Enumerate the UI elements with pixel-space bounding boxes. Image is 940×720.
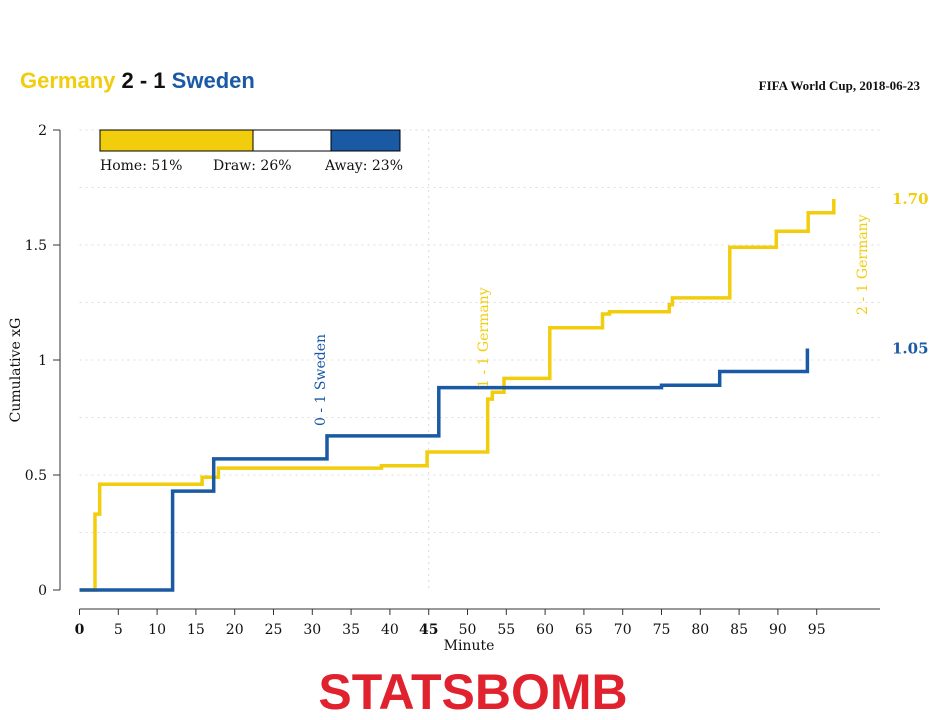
- x-tick-label: 85: [730, 622, 748, 638]
- y-tick-label: 0.5: [25, 468, 47, 484]
- x-axis-label: Minute: [444, 638, 495, 654]
- x-tick-label: 65: [575, 622, 593, 638]
- statsbomb-logo: STATSBOMB: [318, 664, 627, 720]
- x-tick-label: 35: [342, 622, 360, 638]
- x-tick-label: 70: [614, 622, 632, 638]
- series-line-sweden: [79, 348, 810, 592]
- series-line-germany: [79, 199, 836, 592]
- win-probability-bar: Home: 51% Draw: 26% Away: 23%: [99, 129, 403, 174]
- prob-away-label: Away: 23%: [324, 158, 403, 174]
- x-tick-label: 25: [265, 622, 283, 638]
- x-tick-label: 55: [497, 622, 515, 638]
- x-tick-label: 30: [303, 622, 321, 638]
- y-axis-label: Cumulative xG: [8, 318, 24, 423]
- x-tick-label: 40: [381, 622, 399, 638]
- final-xg-label-sweden: 1.05: [892, 340, 929, 358]
- goal-annotations: 0 - 1 Sweden 1 - 1 Germany 2 - 1 Germany: [313, 214, 871, 426]
- x-tick-label: 20: [226, 622, 244, 638]
- y-tick-label: 0: [38, 583, 47, 599]
- x-tick-label: 15: [187, 622, 205, 638]
- logo-text: STATSBOMB: [318, 664, 627, 720]
- x-tick-label: 0: [75, 622, 85, 638]
- x-tick-label: 90: [769, 622, 787, 638]
- x-tick-label: 50: [459, 622, 477, 638]
- x-tick-label: 80: [691, 622, 709, 638]
- y-tick-label: 2: [38, 123, 47, 139]
- prob-bar-away: [330, 129, 401, 152]
- y-tick-label: 1: [38, 353, 47, 369]
- goal-annotation: 0 - 1 Sweden: [313, 334, 329, 426]
- series-lines: 1.70 1.05: [79, 190, 929, 592]
- x-tick-label: 5: [114, 622, 123, 638]
- x-tick-label: 95: [808, 622, 826, 638]
- x-tick-label: 45: [419, 622, 438, 638]
- axes: 00.511.520 5 10 15 20 25 30 35 40 45 50 55 60 65 70 75 8…: [25, 123, 880, 638]
- competition-date: FIFA World Cup, 2018-06-23: [758, 78, 920, 93]
- xg-chart: 00.511.520 5 10 15 20 25 30 35 40 45 50 55 60 65 70 75 8…: [8, 123, 929, 654]
- prob-bar-draw: [252, 129, 332, 152]
- away-team-name: Sweden: [171, 68, 255, 93]
- score: 2 - 1: [121, 68, 166, 93]
- prob-bar-home: [99, 129, 254, 152]
- y-tick-label: 1.5: [25, 238, 47, 254]
- match-title: Germany 2 - 1 Sweden: [20, 68, 255, 94]
- goal-annotation: 1 - 1 Germany: [476, 287, 492, 388]
- goal-annotation: 2 - 1 Germany: [855, 214, 871, 315]
- x-tick-label: 60: [536, 622, 554, 638]
- final-xg-label-germany: 1.70: [892, 190, 929, 208]
- home-team-name: Germany: [20, 68, 116, 93]
- prob-draw-label: Draw: 26%: [213, 158, 292, 174]
- x-tick-label: 75: [653, 622, 671, 638]
- prob-home-label: Home: 51%: [100, 158, 182, 174]
- x-tick-label: 10: [148, 622, 166, 638]
- grid: [79, 129, 880, 590]
